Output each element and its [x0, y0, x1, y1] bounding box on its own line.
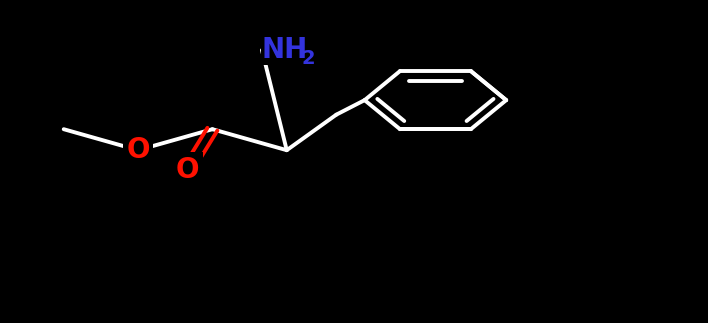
Text: O: O — [176, 156, 200, 183]
Text: O: O — [126, 136, 150, 164]
Text: 2: 2 — [302, 49, 315, 68]
Text: NH: NH — [262, 36, 308, 64]
